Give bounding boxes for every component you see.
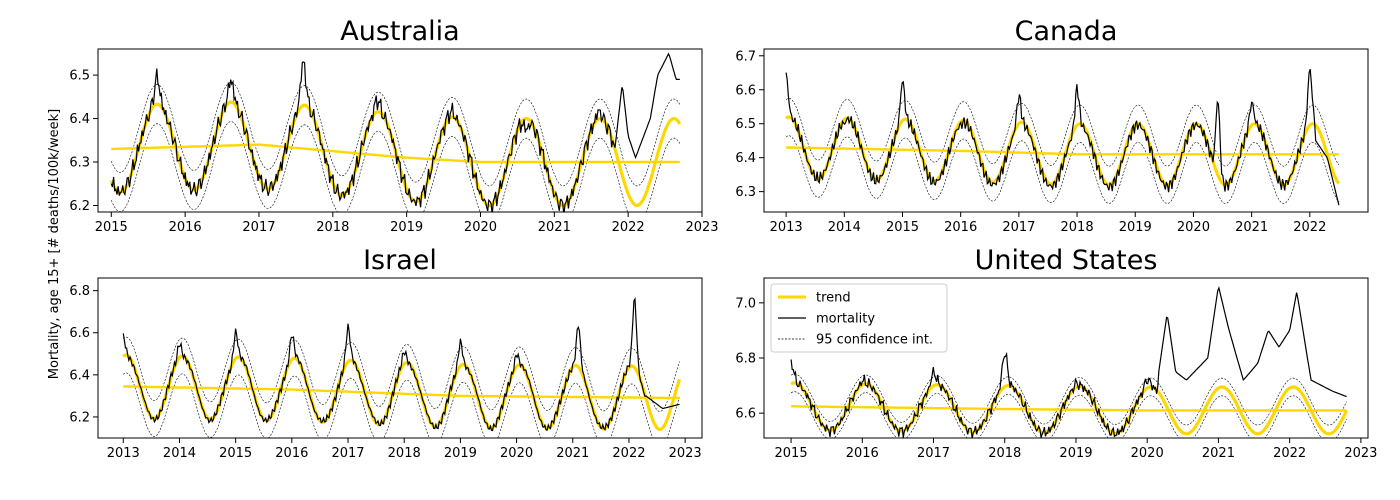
x-tick-label: 2019 (390, 220, 423, 235)
panel-title: Australia (340, 16, 459, 47)
x-tick-label: 2016 (169, 220, 202, 235)
x-tick-label: 2013 (770, 220, 803, 235)
x-tick-label: 2017 (917, 446, 950, 461)
x-tick-label: 2022 (612, 446, 645, 461)
confidence-upper-line (785, 97, 1340, 167)
y-tick-label: 6.4 (69, 112, 90, 127)
seasonal-fit-line (785, 115, 1341, 187)
x-tick-label: 2015 (219, 446, 252, 461)
x-tick-label: 2023 (685, 220, 718, 235)
x-tick-label: 2020 (500, 446, 533, 461)
confidence-upper-line (111, 82, 681, 187)
y-tick-label: 6.6 (69, 326, 90, 341)
x-tick-label: 2016 (944, 220, 977, 235)
y-tick-label: 6.8 (735, 352, 756, 367)
x-tick-label: 2022 (612, 220, 645, 235)
axes-frame (97, 277, 703, 439)
confidence-lower-line (123, 372, 680, 438)
x-tick-label: 2020 (464, 220, 497, 235)
y-tick-label: 6.5 (69, 69, 90, 84)
panel-israel: Israel 2013 2014 2015 2016 2017 2018 2019 2020 20… (69, 245, 703, 461)
x-tick-label: 2019 (1119, 220, 1152, 235)
confidence-lower-line (111, 121, 681, 212)
x-tick-label: 2014 (163, 446, 196, 461)
axes-frame (763, 48, 1369, 213)
x-tick-label: 2017 (331, 446, 364, 461)
mortality-line (122, 297, 680, 432)
panel-australia: Australia 2015 2016 2017 2018 2019 2020 2021 202… (69, 16, 718, 235)
x-tick-label: 2016 (846, 446, 879, 461)
y-axis-label: Mortality, age 15+ [# deaths/100k/week] (47, 109, 62, 380)
trend-line (123, 385, 680, 400)
x-tick-label: 2022 (1293, 220, 1326, 235)
x-tick-label: 2019 (444, 446, 477, 461)
confidence-lower-line (790, 391, 1347, 438)
panel-canada: Canada 2013 2014 2015 2016 2017 2018 2019 2020 20… (735, 16, 1369, 235)
axes-frame (763, 277, 1369, 439)
y-tick-label: 7.0 (735, 296, 756, 311)
mortality-line (110, 52, 680, 212)
confidence-upper-line (123, 336, 680, 412)
confidence-upper-line (790, 373, 1347, 426)
x-tick-label: 2020 (1131, 446, 1164, 461)
panel-series (122, 297, 682, 438)
y-tick-label: 6.5 (735, 117, 756, 132)
y-tick-label: 6.6 (735, 407, 756, 422)
x-tick-label: 2023 (1344, 446, 1377, 461)
y-tick-label: 6.8 (69, 284, 90, 299)
x-tick-label: 2015 (886, 220, 919, 235)
x-tick-label: 2017 (242, 220, 275, 235)
x-tick-label: 2018 (1061, 220, 1094, 235)
y-tick-label: 6.7 (735, 49, 756, 64)
x-tick-label: 2018 (388, 446, 421, 461)
y-tick-label: 6.4 (69, 368, 90, 383)
y-tick-label: 6.2 (69, 199, 90, 214)
legend-box (770, 283, 948, 353)
legend: trend mortality 95 confidence int. (770, 283, 948, 353)
x-tick-label: 2019 (1059, 446, 1092, 461)
panel-title: United States (975, 245, 1158, 276)
x-tick-label: 2021 (556, 446, 589, 461)
y-tick-label: 6.2 (69, 410, 90, 425)
legend-label-confidence: 95 confidence int. (816, 333, 933, 348)
panel-united-states: United States 2015 2016 2017 2018 2019 2020 202… (735, 245, 1377, 461)
x-tick-label: 2023 (669, 446, 702, 461)
legend-label-trend: trend (816, 291, 851, 306)
axes-frame (97, 48, 703, 213)
x-tick-label: 2017 (1002, 220, 1035, 235)
mortality-line (785, 69, 1340, 206)
x-tick-label: 2018 (988, 446, 1021, 461)
panel-series (109, 52, 682, 212)
x-tick-label: 2013 (107, 446, 140, 461)
panel-series (785, 69, 1341, 206)
x-tick-label: 2018 (316, 220, 349, 235)
y-tick-label: 6.3 (735, 185, 756, 200)
panel-series (790, 286, 1349, 438)
mortality-line (790, 286, 1347, 438)
x-tick-label: 2022 (1273, 446, 1306, 461)
x-tick-label: 2015 (95, 220, 128, 235)
x-tick-label: 2014 (828, 220, 861, 235)
legend-label-mortality: mortality (816, 312, 875, 327)
y-tick-label: 6.6 (735, 83, 756, 98)
x-tick-label: 2021 (1235, 220, 1268, 235)
confidence-lower-line (785, 135, 1340, 204)
x-tick-label: 2021 (538, 220, 571, 235)
x-tick-label: 2015 (775, 446, 808, 461)
panel-title: Canada (1015, 16, 1118, 47)
y-tick-label: 6.3 (69, 156, 90, 171)
trend-line (786, 146, 1339, 156)
y-tick-label: 6.4 (735, 151, 756, 166)
panel-title: Israel (363, 245, 437, 276)
x-tick-label: 2021 (1202, 446, 1235, 461)
x-tick-label: 2020 (1177, 220, 1210, 235)
trend-line (791, 405, 1347, 412)
x-tick-label: 2016 (275, 446, 308, 461)
